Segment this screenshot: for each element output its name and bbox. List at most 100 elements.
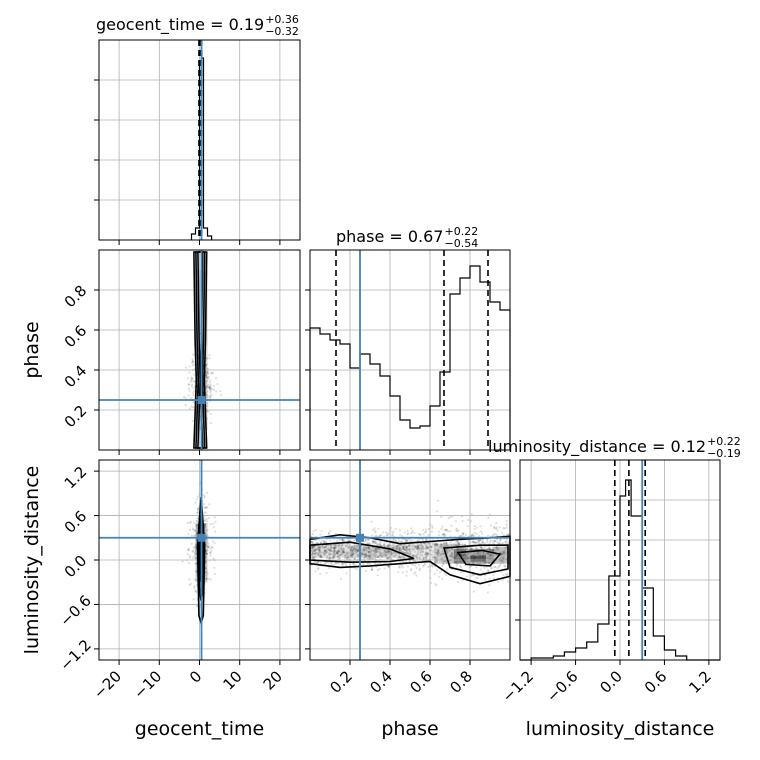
sample-point-phase-dist xyxy=(405,548,408,551)
sample-point-phase-dist xyxy=(465,547,468,550)
sample-point-phase-dist xyxy=(436,543,439,546)
sample-point-phase-dist xyxy=(505,519,508,523)
sample-point-phase-dist xyxy=(329,549,333,553)
sample-point-phase-dist xyxy=(424,545,428,548)
sample-point-time-dist xyxy=(194,557,198,560)
sample-point-phase-dist xyxy=(345,572,348,575)
sample-point-phase-dist xyxy=(379,562,382,565)
sample-point-phase-dist xyxy=(481,538,484,542)
sample-point-phase-dist xyxy=(374,539,377,542)
sample-point-time-phase xyxy=(204,382,208,385)
sample-point-time-dist xyxy=(187,549,190,552)
sample-point-phase-dist xyxy=(356,553,359,556)
sample-point-phase-dist xyxy=(332,546,335,550)
sample-point-time-dist xyxy=(211,522,215,525)
sample-point-phase-dist xyxy=(340,553,343,557)
sample-point-phase-dist xyxy=(347,539,350,542)
sample-point-phase-dist xyxy=(432,550,435,553)
sample-point-phase-dist xyxy=(322,539,325,542)
sample-point-phase-dist xyxy=(363,549,366,552)
sample-point-phase-dist xyxy=(432,543,435,546)
sample-point-phase-dist xyxy=(434,582,437,586)
sample-point-phase-dist xyxy=(341,562,344,566)
sample-point-phase-dist xyxy=(338,539,342,542)
sample-point-phase-dist xyxy=(437,499,440,502)
sample-point-phase-dist xyxy=(416,547,419,550)
sample-point-time-phase xyxy=(191,419,194,423)
sample-point-phase-dist xyxy=(427,552,430,556)
sample-point-phase-dist xyxy=(452,556,455,560)
sample-point-phase-dist xyxy=(314,570,317,573)
sample-point-phase-dist xyxy=(427,527,430,531)
sample-point-phase-dist xyxy=(313,550,316,553)
sample-point-phase-dist xyxy=(463,557,466,560)
sample-point-phase-dist xyxy=(377,550,380,553)
sample-point-phase-dist xyxy=(391,547,394,550)
sample-point-phase-dist xyxy=(445,548,448,551)
sample-point-time-dist xyxy=(206,549,209,552)
sample-point-phase-dist xyxy=(427,565,430,569)
sample-point-phase-dist xyxy=(489,553,492,557)
sample-point-phase-dist xyxy=(342,551,345,554)
sample-point-time-phase xyxy=(205,370,208,373)
sample-point-phase-dist xyxy=(311,553,314,556)
sample-point-phase-dist xyxy=(506,580,510,583)
sample-point-phase-dist xyxy=(329,548,332,551)
sample-point-phase-dist xyxy=(417,544,420,547)
sample-point-phase-dist xyxy=(488,548,491,551)
sample-point-phase-dist xyxy=(342,551,345,554)
sample-point-phase-dist xyxy=(451,552,454,555)
sample-point-phase-dist xyxy=(411,539,414,542)
sample-point-time-phase xyxy=(205,367,208,370)
sample-point-time-dist xyxy=(193,545,196,548)
sample-point-phase-dist xyxy=(403,548,406,551)
sample-point-phase-dist xyxy=(374,548,377,551)
sample-point-phase-dist xyxy=(329,544,332,547)
sample-point-phase-dist xyxy=(443,533,447,537)
sample-point-time-dist xyxy=(190,534,193,537)
sample-point-phase-dist xyxy=(495,526,498,529)
sample-point-phase-dist xyxy=(476,547,479,550)
sample-point-phase-dist xyxy=(479,556,482,559)
sample-point-phase-dist xyxy=(452,560,455,564)
sample-point-phase-dist xyxy=(369,554,372,558)
sample-point-phase-dist xyxy=(386,557,389,560)
sample-point-phase-dist xyxy=(329,539,332,542)
sample-point-phase-dist xyxy=(409,532,412,535)
sample-point-phase-dist xyxy=(316,548,320,552)
sample-point-phase-dist xyxy=(424,556,427,559)
sample-point-phase-dist xyxy=(443,559,446,563)
sample-point-time-dist xyxy=(194,533,197,537)
sample-point-phase-dist xyxy=(337,544,340,547)
sample-point-phase-dist xyxy=(319,533,322,536)
sample-point-phase-dist xyxy=(405,548,408,552)
sample-point-phase-dist xyxy=(336,555,339,558)
sample-point-phase-dist xyxy=(404,549,407,552)
sample-point-phase-dist xyxy=(378,534,382,538)
sample-point-phase-dist xyxy=(479,539,482,542)
sample-point-time-phase xyxy=(206,402,209,405)
sample-point-phase-dist xyxy=(423,564,426,567)
sample-point-time-dist xyxy=(181,560,184,563)
sample-point-phase-dist xyxy=(488,546,491,549)
sample-point-phase-dist xyxy=(445,542,448,546)
sample-point-phase-dist xyxy=(368,550,371,553)
tick-label-y-phase-0: 0.2 xyxy=(61,402,91,432)
sample-point-phase-dist xyxy=(351,551,354,554)
sample-point-phase-dist xyxy=(415,545,418,548)
sample-point-phase-dist xyxy=(474,541,477,544)
sample-point-time-phase xyxy=(207,386,211,389)
sample-point-phase-dist xyxy=(319,572,322,576)
sample-point-phase-dist xyxy=(318,548,321,551)
sample-point-phase-dist xyxy=(373,547,376,550)
sample-point-phase-dist xyxy=(398,556,401,559)
sample-point-phase-dist xyxy=(401,550,404,554)
sample-point-phase-dist xyxy=(378,543,381,547)
sample-point-time-phase xyxy=(206,385,209,388)
sample-point-phase-dist xyxy=(460,535,463,538)
sample-point-phase-dist xyxy=(416,553,419,556)
sample-point-phase-dist xyxy=(376,547,379,550)
sample-point-phase-dist xyxy=(372,540,375,543)
sample-point-phase-dist xyxy=(491,549,494,552)
sample-point-phase-dist xyxy=(330,562,333,565)
